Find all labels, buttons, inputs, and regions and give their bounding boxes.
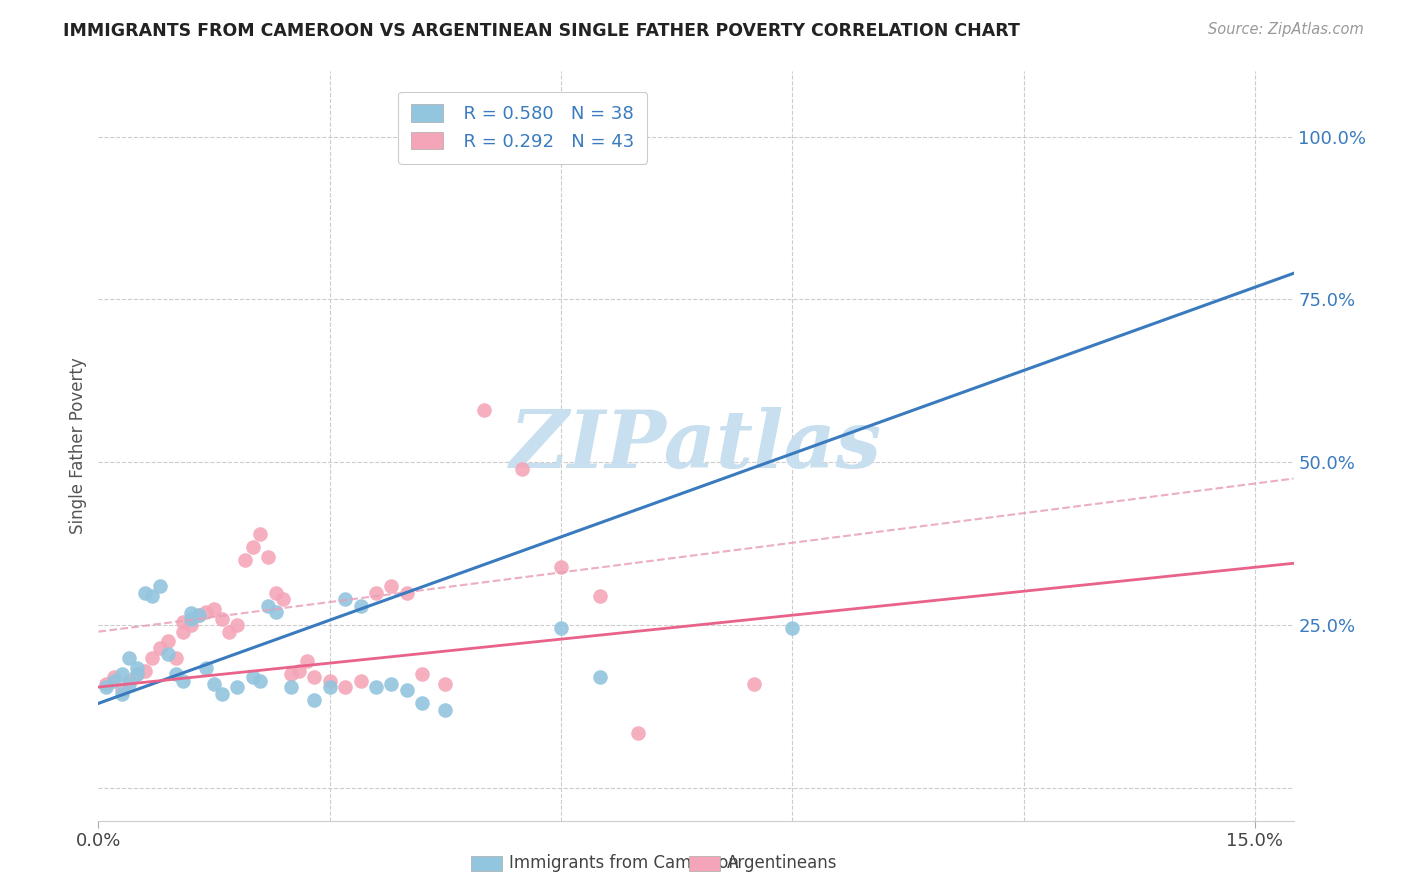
Point — [134, 664, 156, 678]
Point — [180, 607, 202, 621]
Point — [180, 618, 202, 632]
Point — [411, 667, 433, 681]
Text: IMMIGRANTS FROM CAMEROON VS ARGENTINEAN SINGLE FATHER POVERTY CORRELATION CHART: IMMIGRANTS FROM CAMEROON VS ARGENTINEAN … — [63, 22, 1021, 40]
Point — [472, 403, 495, 417]
Point — [165, 667, 187, 681]
Point — [211, 687, 233, 701]
Point — [257, 549, 280, 564]
Point — [165, 650, 187, 665]
Point — [380, 579, 402, 593]
Point — [103, 670, 125, 684]
Point — [364, 680, 387, 694]
Point — [395, 585, 418, 599]
Point — [280, 680, 302, 694]
Point — [202, 602, 225, 616]
Point — [264, 605, 287, 619]
Point — [434, 677, 457, 691]
Point — [288, 664, 311, 678]
Text: ZIPatlas: ZIPatlas — [510, 408, 882, 484]
Point — [264, 585, 287, 599]
Point — [319, 680, 342, 694]
Point — [550, 559, 572, 574]
Point — [118, 677, 141, 691]
Legend:   R = 0.580   N = 38,   R = 0.292   N = 43: R = 0.580 N = 38, R = 0.292 N = 43 — [398, 92, 647, 163]
Point — [118, 673, 141, 688]
Point — [195, 660, 218, 674]
Point — [187, 608, 209, 623]
Point — [218, 624, 240, 639]
Point — [249, 527, 271, 541]
Point — [280, 667, 302, 681]
Point — [319, 673, 342, 688]
Point — [627, 725, 650, 739]
Point — [202, 677, 225, 691]
Point — [226, 680, 249, 694]
Text: Source: ZipAtlas.com: Source: ZipAtlas.com — [1208, 22, 1364, 37]
Point — [364, 585, 387, 599]
Point — [295, 654, 318, 668]
Point — [395, 683, 418, 698]
Point — [172, 673, 194, 688]
Point — [588, 670, 610, 684]
Point — [512, 462, 534, 476]
Point — [94, 677, 117, 691]
Point — [172, 624, 194, 639]
Point — [233, 553, 256, 567]
Point — [149, 579, 172, 593]
Point — [134, 585, 156, 599]
Point — [249, 673, 271, 688]
Point — [187, 608, 209, 623]
Point — [172, 615, 194, 629]
Point — [226, 618, 249, 632]
Point — [149, 640, 172, 655]
Point — [304, 670, 326, 684]
Point — [782, 622, 804, 636]
Point — [550, 622, 572, 636]
Point — [411, 697, 433, 711]
Point — [588, 589, 610, 603]
Point — [156, 648, 179, 662]
Point — [118, 650, 141, 665]
Point — [304, 693, 326, 707]
Point — [195, 605, 218, 619]
Text: Immigrants from Cameroon: Immigrants from Cameroon — [509, 855, 738, 872]
Point — [333, 592, 356, 607]
Point — [141, 650, 163, 665]
Point — [125, 667, 148, 681]
Point — [380, 677, 402, 691]
Point — [434, 703, 457, 717]
Point — [333, 680, 356, 694]
Point — [242, 540, 264, 554]
Point — [349, 599, 371, 613]
Point — [103, 673, 125, 688]
Y-axis label: Single Father Poverty: Single Father Poverty — [69, 358, 87, 534]
Text: Argentineans: Argentineans — [727, 855, 838, 872]
Point — [349, 673, 371, 688]
Point — [273, 592, 295, 607]
Point — [110, 683, 132, 698]
Point — [141, 589, 163, 603]
Point — [180, 612, 202, 626]
Point — [125, 667, 148, 681]
Point — [110, 667, 132, 681]
Point — [110, 687, 132, 701]
Point — [125, 660, 148, 674]
Point — [257, 599, 280, 613]
Point — [242, 670, 264, 684]
Point — [94, 680, 117, 694]
Point — [211, 612, 233, 626]
Point — [742, 677, 765, 691]
Point — [156, 634, 179, 648]
